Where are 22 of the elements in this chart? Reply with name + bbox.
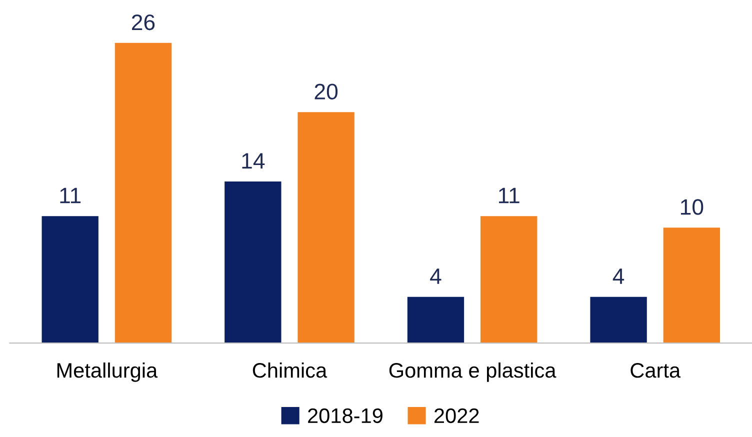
- bar: [590, 296, 647, 344]
- data-label: 4: [612, 268, 624, 284]
- legend-label: 2018-19: [308, 408, 382, 424]
- legend-label: 2022: [434, 408, 479, 424]
- data-label: 4: [430, 268, 442, 284]
- bar: [224, 181, 282, 344]
- data-label: 14: [242, 153, 265, 168]
- x-tick-label: Carta: [630, 363, 681, 378]
- bar: [42, 216, 98, 344]
- data-label: 10: [681, 199, 704, 215]
- bar: [480, 216, 538, 344]
- bar: [407, 296, 464, 344]
- x-tick-label: Chimica: [252, 362, 328, 378]
- data-label: 26: [132, 14, 155, 30]
- data-label: 20: [314, 84, 338, 100]
- x-tick-label: Gomma e plastica: [389, 362, 556, 382]
- bar: [114, 42, 172, 344]
- x-tick-label: Metallurgia: [57, 362, 158, 382]
- data-label: 11: [60, 188, 81, 204]
- bar: [298, 112, 354, 344]
- bar: [663, 228, 720, 344]
- data-label: 11: [499, 188, 520, 204]
